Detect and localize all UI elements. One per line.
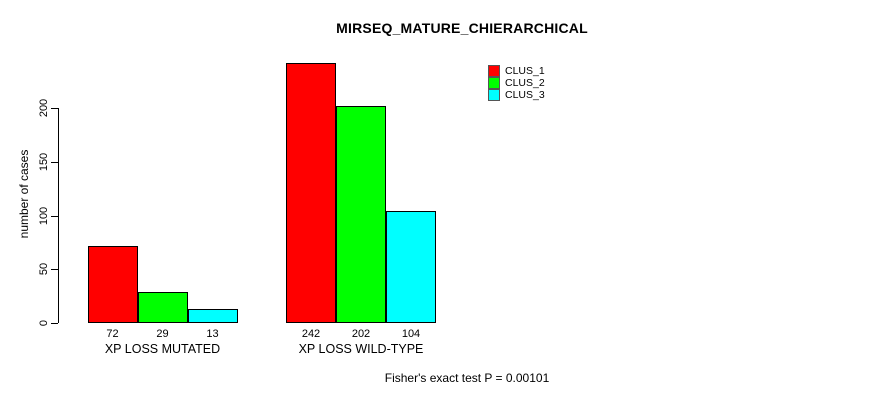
legend-swatch-clus_1: [488, 65, 500, 77]
bar-clus_1-group2: [286, 63, 336, 323]
legend-swatch-clus_2: [488, 77, 500, 89]
y-tick-label: 150: [38, 152, 50, 171]
y-axis-line: [58, 108, 59, 323]
bar-clus_3-group1: [187, 309, 238, 323]
bar-value-label: 29: [156, 328, 169, 340]
bar-clus_1-group1: [87, 246, 138, 323]
bar-clus_3-group2: [386, 211, 436, 323]
y-tick-mark: [51, 108, 58, 109]
y-tick-label: 50: [38, 263, 50, 276]
y-tick-mark: [51, 161, 58, 163]
category-label: XP LOSS WILD-TYPE: [298, 342, 424, 356]
legend-row: CLUS_1: [488, 65, 545, 77]
y-axis-title: number of cases: [17, 149, 31, 239]
y-tick-mark: [51, 269, 58, 271]
legend-swatch-clus_3: [488, 89, 500, 101]
footer-note: Fisher's exact test P = 0.00101: [384, 371, 550, 385]
bar-clus_2-group2: [336, 106, 386, 323]
y-tick-label: 100: [38, 206, 50, 225]
y-tick-label: 0: [38, 319, 50, 327]
bar-value-label: 13: [206, 328, 219, 340]
bar-value-label: 202: [351, 328, 371, 340]
bar-clus_2-group1: [137, 292, 188, 323]
chart-title: MIRSEQ_MATURE_CHIERARCHICAL: [336, 20, 588, 36]
legend: CLUS_1 CLUS_2 CLUS_3: [488, 65, 545, 101]
legend-row: CLUS_2: [488, 77, 545, 89]
y-tick-mark: [51, 323, 58, 324]
legend-label: CLUS_2: [505, 77, 545, 89]
bar-value-label: 72: [106, 328, 119, 340]
y-tick-label: 200: [38, 98, 50, 118]
legend-row: CLUS_3: [488, 89, 545, 101]
bar-value-label: 104: [401, 328, 421, 340]
category-label: XP LOSS MUTATED: [104, 342, 221, 356]
legend-label: CLUS_3: [505, 89, 545, 101]
bar-value-label: 242: [301, 328, 321, 340]
legend-label: CLUS_1: [505, 65, 545, 77]
y-tick-mark: [51, 215, 58, 217]
